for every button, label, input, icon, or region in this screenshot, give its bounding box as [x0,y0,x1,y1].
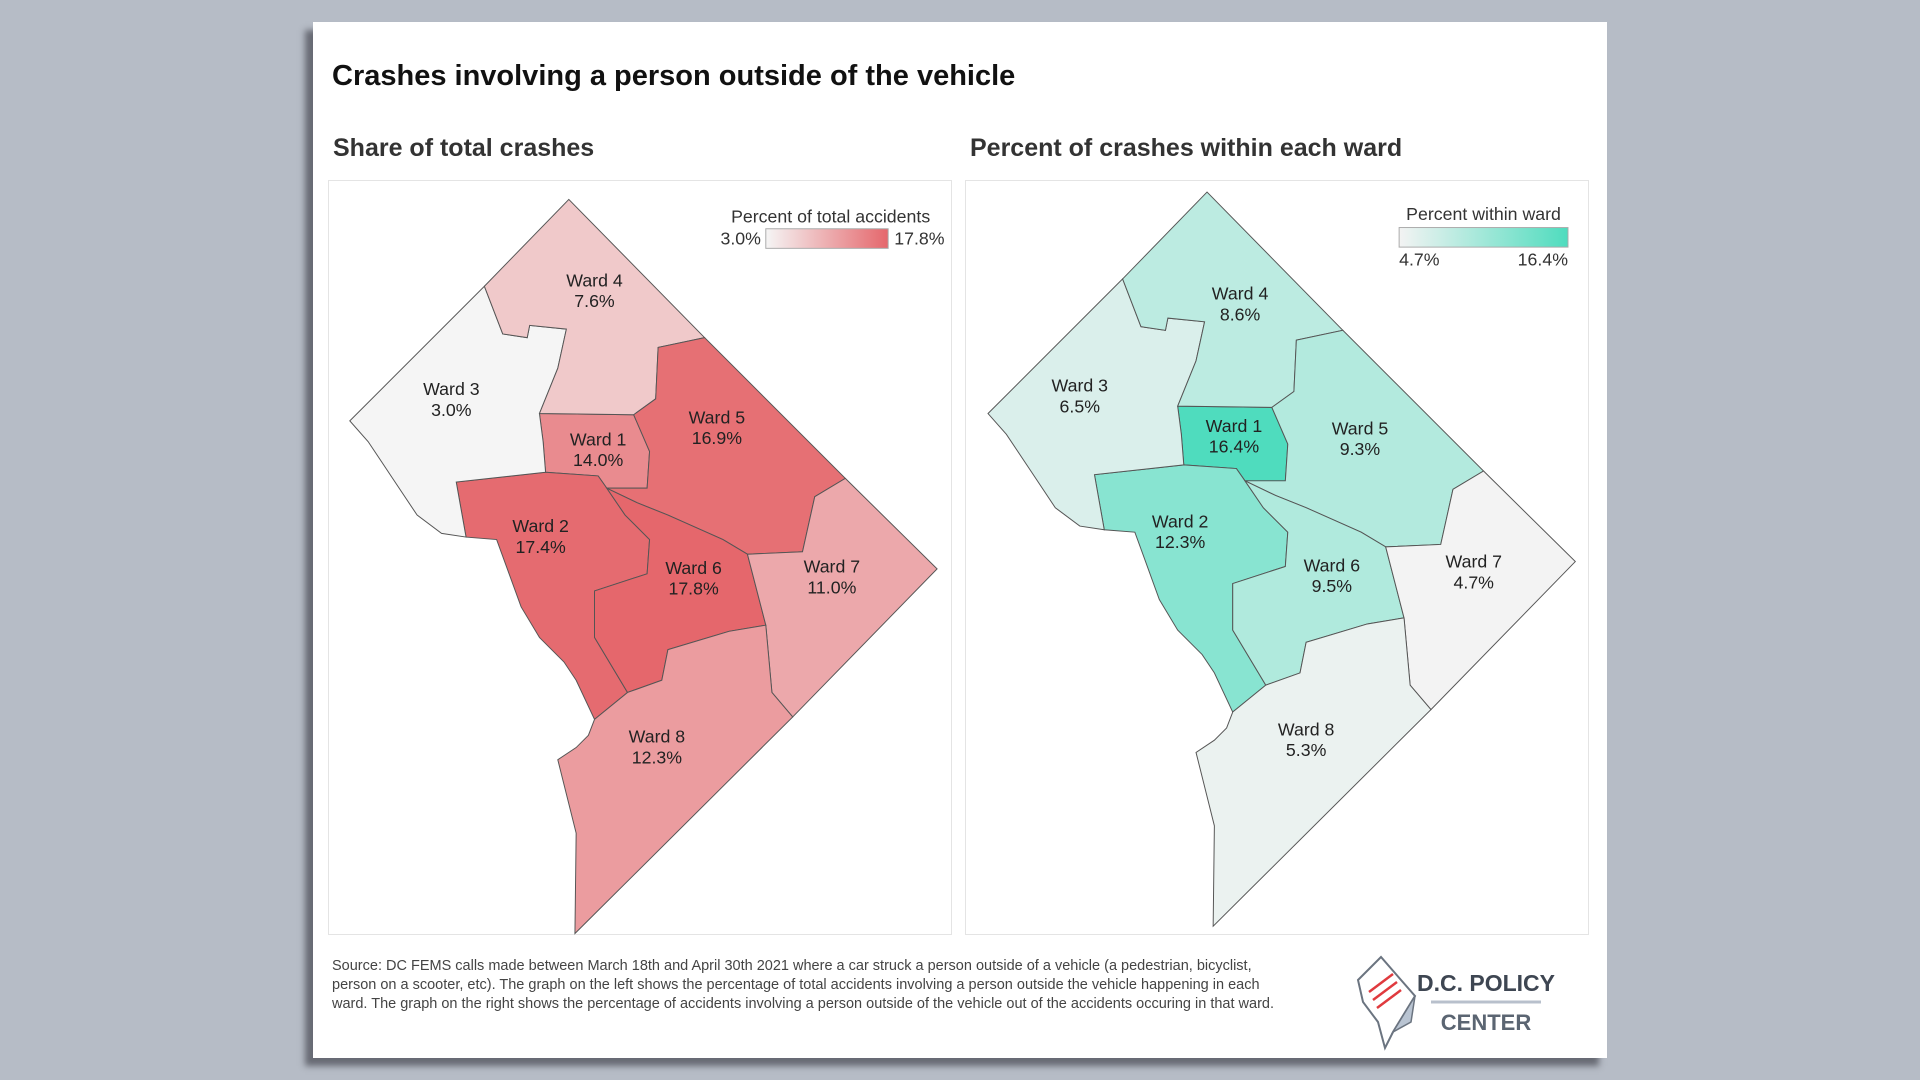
ward-value-label: 12.3% [1155,532,1206,552]
ward-name-label: Ward 8 [629,727,686,747]
ward-value-label: 8.6% [1220,305,1261,325]
legend-title: Percent of total accidents [731,207,930,227]
dc-policy-center-logo: D.C. POLICY CENTER [1356,955,1555,1051]
ward-name-label: Ward 1 [1206,416,1263,436]
svg-text:D.C. POLICY: D.C. POLICY [1417,970,1555,996]
ward-name-label: Ward 3 [1052,375,1109,395]
svg-text:CENTER: CENTER [1441,1010,1532,1035]
ward-region [1195,617,1432,928]
ward-name-label: Ward 7 [804,557,861,577]
ward-name-label: Ward 4 [566,270,623,290]
ward-name-label: Ward 2 [1152,511,1209,531]
infographic-card: Crashes involving a person outside of th… [313,22,1607,1058]
ward-value-label: 16.9% [692,428,743,448]
ward-value-label: 17.4% [516,537,567,557]
ward-value-label: 16.4% [1209,437,1260,457]
legend-max: 17.8% [894,229,945,249]
ward-value-label: 14.0% [573,450,624,470]
page-title: Crashes involving a person outside of th… [332,60,1016,92]
legend-color-bar [765,228,889,249]
ward-value-label: 12.3% [632,747,683,767]
right-map: Ward 116.4%Ward 212.3%Ward 36.5%Ward 48.… [987,191,1577,928]
ward-name-label: Ward 6 [1304,555,1361,575]
ward-name-label: Ward 1 [570,429,627,449]
ward-name-label: Ward 6 [665,558,722,578]
ward-value-label: 5.3% [1286,740,1327,760]
ward-region [557,624,794,935]
ward-value-label: 9.5% [1312,576,1353,596]
ward-value-label: 9.3% [1340,439,1381,459]
dc-shape-icon [1356,955,1417,1051]
ward-name-label: Ward 5 [689,407,746,427]
left-map: Ward 114.0%Ward 217.4%Ward 33.0%Ward 47.… [349,198,945,935]
legend-title: Percent within ward [1406,204,1561,224]
ward-value-label: 17.8% [668,579,719,599]
ward-name-label: Ward 8 [1278,719,1335,739]
ward-name-label: Ward 3 [423,379,480,399]
ward-value-label: 3.0% [431,400,472,420]
legend-min: 4.7% [1399,249,1440,269]
legend-max: 16.4% [1518,249,1569,269]
ward-name-label: Ward 4 [1212,284,1269,304]
right-map-panel: Ward 1 16.4% Ward 2 12.3% Ward 3 6.5% Ward 4 8.… [965,180,1589,935]
ward-value-label: 4.7% [1454,572,1495,592]
ward-name-label: Ward 2 [512,516,569,536]
left-map-panel: Ward 1 14.0% Ward 2 17.4% Ward 3 3.0% Ward 4 7.… [328,180,952,935]
legend-min: 3.0% [720,229,761,249]
ward-name-label: Ward 5 [1332,418,1389,438]
source-note: Source: DC FEMS calls made between March… [332,958,1274,1012]
right-map-title: Percent of crashes within each ward [970,134,1403,162]
ward-value-label: 7.6% [574,291,615,311]
legend-color-bar [1398,227,1569,248]
ward-value-label: 6.5% [1060,396,1101,416]
ward-value-label: 11.0% [807,577,856,597]
ward-name-label: Ward 7 [1446,552,1503,572]
left-map-title: Share of total crashes [333,134,595,162]
